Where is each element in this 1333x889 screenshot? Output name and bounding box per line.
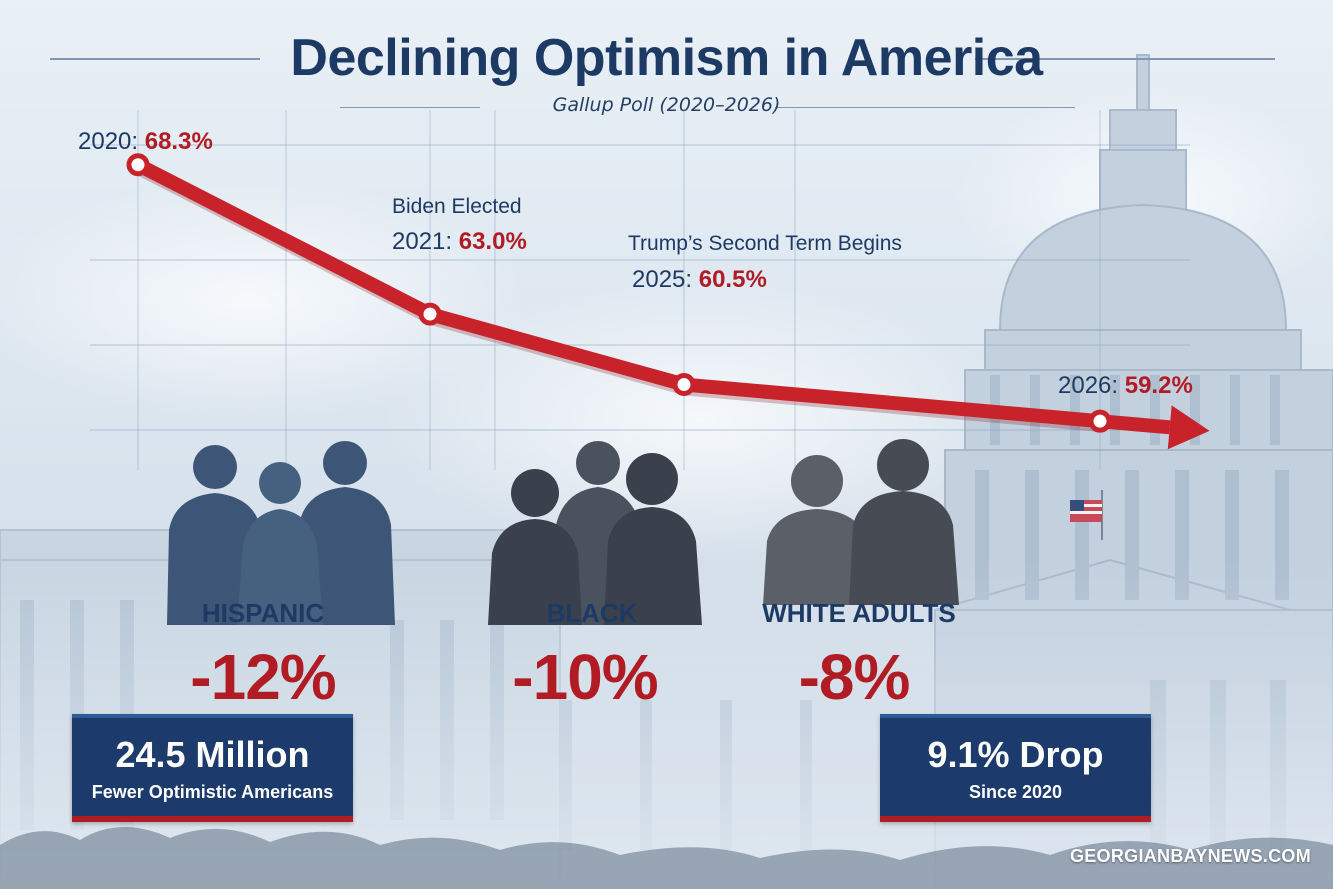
series-line-shadow bbox=[136, 160, 1103, 433]
point-label-value: 60.5% bbox=[698, 266, 767, 293]
title-rule-right bbox=[975, 58, 1275, 60]
point-label-year: 2021: bbox=[392, 228, 453, 255]
event-label-2021: Biden Elected bbox=[392, 195, 522, 218]
point-label-2026: 2026: 59.2% bbox=[1058, 372, 1193, 400]
chart-points bbox=[126, 153, 1112, 433]
point-label-value: 59.2% bbox=[1124, 372, 1193, 399]
point-label-value: 68.3% bbox=[144, 128, 213, 155]
point-label-year: 2025: bbox=[632, 266, 693, 293]
page-title: Declining Optimism in America bbox=[290, 29, 1043, 87]
stat-caption: Fewer Optimistic Americans bbox=[91, 782, 334, 802]
stat-value: 24.5 Million bbox=[115, 734, 310, 775]
stat-caption: Since 2020 bbox=[968, 782, 1063, 802]
point-label-2020: 2020: 68.3% bbox=[78, 128, 213, 156]
series-arrow-shaft bbox=[1099, 414, 1171, 435]
group-change-black: -10% bbox=[512, 641, 658, 713]
chart-series bbox=[134, 158, 1210, 450]
data-point-2020 bbox=[126, 153, 150, 177]
point-label-2025: 2025: 60.5% bbox=[632, 266, 767, 294]
point-label-year: 2026: bbox=[1058, 372, 1119, 399]
hispanic-people-icon bbox=[167, 441, 395, 625]
stat-box-fewer-optimistic: 24.5 Million Fewer Optimistic Americans bbox=[72, 714, 353, 822]
event-label-2025: Trump’s Second Term Begins bbox=[628, 232, 902, 255]
data-point-2025 bbox=[672, 373, 696, 397]
subtitle-rule-left bbox=[340, 107, 480, 108]
stat-box-drop-since-2020: 9.1% Drop Since 2020 bbox=[880, 714, 1151, 822]
data-point-2021 bbox=[418, 302, 442, 326]
trees bbox=[0, 826, 1333, 889]
flag-icon bbox=[1070, 490, 1103, 540]
group-change-white-adults: -8% bbox=[798, 641, 911, 713]
source-credit: GEORGIANBAYNEWS.COM bbox=[1069, 846, 1311, 866]
group-name-white-adults: WHITE ADULTS bbox=[762, 598, 956, 628]
subtitle-rule-right bbox=[775, 107, 1075, 108]
point-label-year: 2020: bbox=[78, 128, 139, 155]
white-adults-people-icon bbox=[763, 439, 959, 605]
point-label-2021: 2021: 63.0% bbox=[392, 228, 527, 256]
data-point-2026 bbox=[1088, 409, 1112, 433]
group-name-black: BLACK bbox=[546, 598, 638, 628]
point-label-value: 63.0% bbox=[458, 228, 527, 255]
black-people-icon bbox=[488, 441, 702, 625]
series-arrow-head bbox=[1167, 405, 1210, 450]
page-subtitle: Gallup Poll (2020–2026) bbox=[552, 94, 781, 116]
group-change-hispanic: -12% bbox=[190, 641, 336, 713]
group-name-hispanic: HISPANIC bbox=[201, 598, 325, 628]
stat-value: 9.1% Drop bbox=[927, 734, 1104, 775]
chart-grid bbox=[90, 110, 1190, 470]
title-rule-left bbox=[50, 58, 260, 60]
series-line bbox=[134, 158, 1101, 429]
